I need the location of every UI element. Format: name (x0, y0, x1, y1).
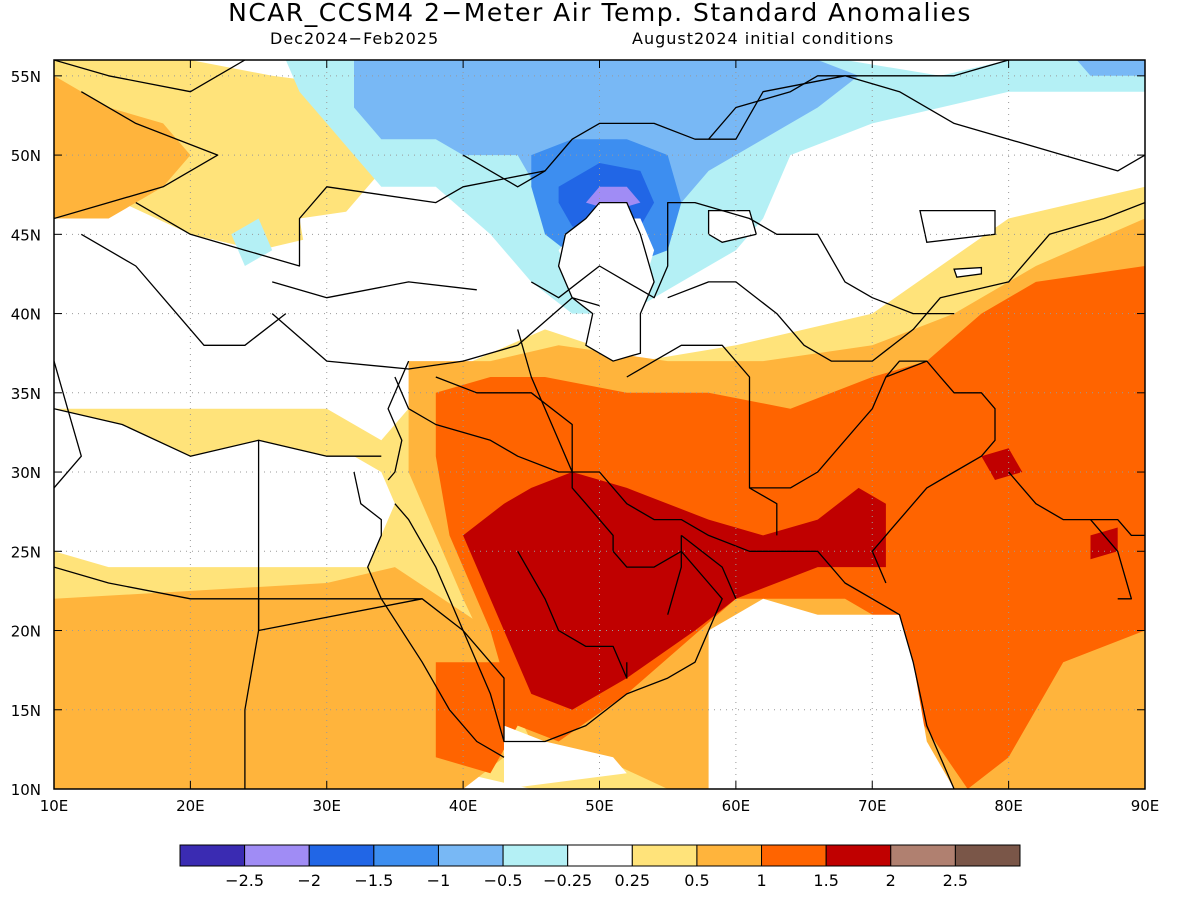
border-line-6 (387, 360, 410, 481)
lat-tick-label-2: 20N (11, 623, 41, 641)
country-borders (54, 60, 1145, 789)
lat-tick-label-3: 25N (11, 543, 41, 561)
colorbar-label-11: 2.5 (943, 871, 968, 890)
near-normal-area-2 (54, 408, 395, 568)
border-line-14 (54, 408, 382, 457)
lat-tick-label-0: 10N (11, 781, 41, 799)
water-layer (557, 201, 996, 362)
water-body-2 (919, 209, 996, 244)
border-line-27 (1090, 519, 1133, 600)
colorbar-swatch-2 (308, 844, 375, 867)
map-title: NCAR_CCSM4 2−Meter Air Temp. Standard An… (228, 0, 972, 27)
border-line-9 (517, 329, 573, 473)
land-mask-layer (54, 202, 955, 789)
lon-tick-label-3: 40E (449, 797, 478, 815)
colorbar-label-7: 0.5 (684, 871, 709, 890)
longitude-axis: 10E 20E 30E 40E 50E 60E 70E 80E 90E (40, 60, 1160, 815)
colorbar-label-4: −0.5 (484, 871, 523, 890)
border-line-7 (394, 376, 573, 473)
colorbar-swatch-1 (244, 844, 310, 867)
anomaly-fill-layer (54, 60, 1145, 789)
colorbar-swatch-9 (761, 844, 827, 867)
border-line-1 (54, 91, 219, 220)
colorbar-swatch-6 (567, 844, 633, 867)
colorbar-swatch-12 (954, 844, 1021, 867)
colorbar-label-8: 1 (756, 871, 766, 890)
colorbar: −2.5 −2 −1.5 −1 −0.5 −0.25 0.25 0.5 1 1.5 2 2.5 (179, 844, 1021, 890)
colorbar-swatch-7 (631, 844, 698, 867)
border-line-24 (667, 201, 1145, 362)
colorbar-label-0: −2.5 (225, 871, 264, 890)
colorbar-label-9: 1.5 (813, 871, 838, 890)
border-line-15 (353, 471, 505, 758)
colorbar-label-3: −1 (427, 871, 451, 890)
lon-tick-label-7: 80E (994, 797, 1023, 815)
colorbar-swatch-4 (437, 844, 504, 867)
border-line-28 (462, 75, 1145, 188)
colorbar-label-5: −0.25 (543, 871, 592, 890)
border-line-29 (708, 60, 1009, 140)
border-line-0 (54, 60, 246, 93)
border-line-17 (572, 471, 955, 789)
border-line-4 (272, 281, 477, 299)
border-line-10 (54, 360, 82, 489)
anomaly-region-5-1 (1076, 60, 1145, 76)
colorbar-label-10: 2 (886, 871, 896, 890)
colorbar-swatch-8 (696, 844, 763, 867)
lat-tick-label-7: 45N (11, 226, 41, 244)
colorbar-label-6: 0.25 (614, 871, 650, 890)
map-subtitle-period: Dec2024−Feb2025 (270, 29, 440, 48)
colorbar-label-1: −2 (297, 871, 321, 890)
border-line-8 (435, 376, 573, 472)
colorbar-swatch-11 (890, 844, 956, 867)
border-line-13 (257, 440, 423, 632)
water-body-0 (557, 201, 655, 362)
border-line-19 (667, 535, 682, 615)
border-line-23 (871, 360, 996, 584)
anomaly-region-3-1 (981, 448, 1023, 480)
latitude-axis: 10N 15N 20N 25N 30N 35N 40N 45N 50N 55N (11, 68, 1145, 799)
border-line-2 (135, 170, 546, 267)
border-line-3 (80, 233, 287, 346)
colorbar-swatch-0 (179, 844, 246, 867)
lat-tick-label-4: 30N (11, 464, 41, 482)
near-normal-area-0 (299, 202, 491, 298)
lon-tick-label-6: 70E (858, 797, 887, 815)
anomaly-region-1-1 (54, 567, 504, 789)
colorbar-label-2: −1.5 (354, 871, 393, 890)
border-line-22 (749, 360, 927, 489)
colorbar-swatch-5 (502, 844, 569, 867)
lon-tick-label-0: 10E (40, 797, 69, 815)
lat-tick-label-5: 35N (11, 385, 41, 403)
border-line-16 (394, 472, 723, 743)
water-body-3 (953, 266, 983, 278)
lat-tick-label-9: 55N (11, 68, 41, 86)
lat-tick-label-6: 40N (11, 306, 41, 324)
colorbar-swatch-3 (373, 844, 439, 867)
border-line-25 (530, 201, 955, 315)
lat-tick-label-1: 15N (11, 702, 41, 720)
border-line-20 (680, 534, 737, 600)
map-subtitle-init: August2024 initial conditions (632, 29, 895, 48)
anomaly-region-2-1 (435, 662, 518, 774)
near-normal-area-3 (708, 598, 955, 789)
lon-tick-label-8: 90E (1131, 797, 1160, 815)
water-body-1 (707, 209, 758, 243)
colorbar-swatch-10 (825, 844, 892, 867)
border-line-21 (626, 344, 778, 536)
anomaly-region-4-1 (231, 218, 273, 266)
lon-tick-label-2: 30E (312, 797, 341, 815)
anomaly-region-1-0 (54, 75, 191, 219)
lon-tick-label-1: 20E (176, 797, 205, 815)
border-line-5 (271, 297, 600, 370)
lat-tick-label-8: 50N (11, 147, 41, 165)
lon-tick-label-5: 60E (722, 797, 751, 815)
lon-tick-label-4: 50E (585, 797, 614, 815)
border-line-18 (517, 550, 628, 679)
